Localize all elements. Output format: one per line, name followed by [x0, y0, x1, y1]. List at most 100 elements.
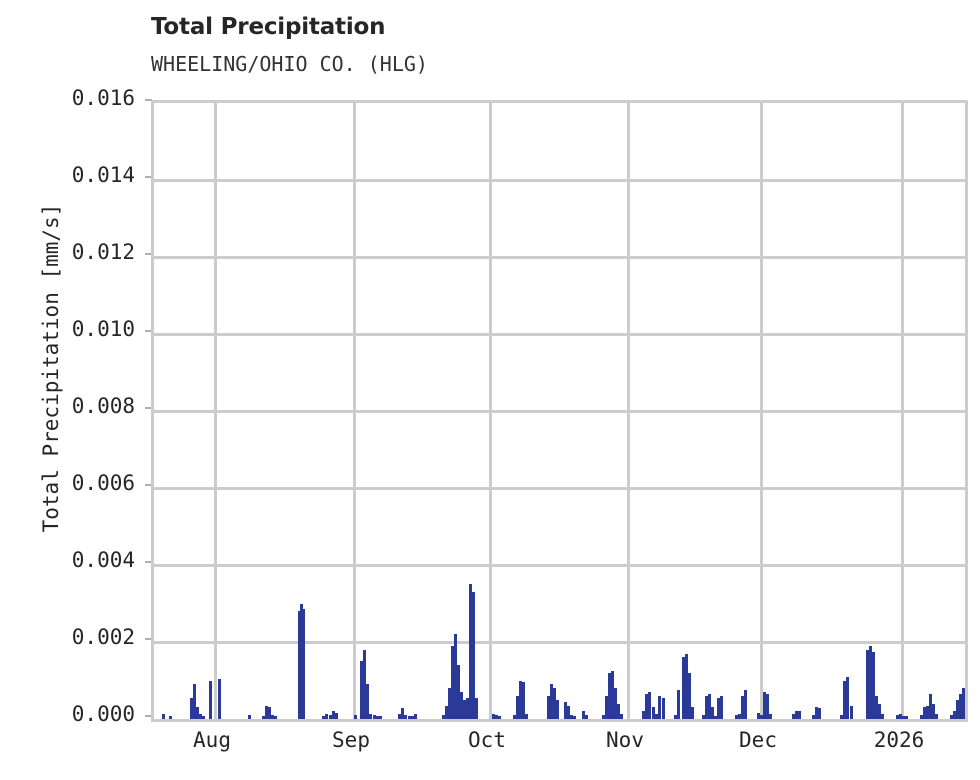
bar	[845, 676, 849, 719]
plot-inner	[154, 103, 965, 719]
bar	[494, 715, 498, 719]
bar	[546, 695, 550, 719]
bar	[441, 715, 445, 719]
bar	[687, 672, 691, 719]
bar	[817, 708, 821, 719]
bar	[647, 692, 651, 719]
vertical-gridline	[352, 103, 356, 719]
bar	[743, 690, 747, 719]
bar	[450, 645, 454, 719]
bar	[521, 682, 525, 719]
bar	[710, 707, 714, 719]
y-tick-label: 0.002	[71, 625, 135, 649]
bar	[737, 714, 741, 719]
plot-area	[151, 100, 968, 722]
bar	[378, 716, 382, 719]
bar	[684, 653, 688, 719]
bar	[566, 705, 570, 719]
bar	[794, 710, 798, 719]
bar	[270, 715, 274, 719]
bar	[704, 695, 708, 719]
bar	[324, 714, 328, 719]
bar	[555, 699, 559, 719]
bar	[362, 649, 366, 719]
bar	[657, 695, 661, 719]
bar	[644, 693, 648, 719]
y-tick-mark	[145, 407, 152, 409]
bar	[934, 714, 938, 719]
bar	[740, 695, 744, 719]
bar	[898, 714, 902, 719]
bar	[359, 661, 363, 719]
bar	[474, 697, 478, 719]
x-tick-label: Dec	[739, 728, 777, 752]
horizontal-gridline	[154, 563, 965, 567]
bar	[797, 711, 801, 719]
bar	[734, 715, 738, 719]
bar	[673, 715, 677, 719]
bar	[512, 715, 516, 719]
bar	[868, 645, 872, 719]
bar	[581, 710, 585, 719]
horizontal-gridline	[154, 486, 965, 490]
y-axis-label: Total Precipitation [mm/s]	[39, 203, 63, 533]
bar	[195, 707, 199, 719]
vertical-gridline	[626, 103, 630, 719]
bar	[264, 705, 268, 719]
y-tick-label: 0.000	[71, 702, 135, 726]
bar	[168, 715, 172, 719]
bar	[299, 603, 303, 719]
horizontal-gridline	[154, 332, 965, 336]
bar	[616, 703, 620, 719]
bar	[403, 715, 407, 719]
bar	[701, 715, 705, 719]
bar	[874, 695, 878, 719]
bar	[413, 714, 417, 719]
bar	[552, 688, 556, 719]
bar	[811, 715, 815, 719]
bar	[765, 693, 769, 719]
bar	[459, 692, 463, 719]
bar	[871, 651, 875, 719]
bar	[601, 715, 605, 719]
bar	[321, 715, 325, 719]
bar	[719, 695, 723, 719]
bar	[762, 692, 766, 719]
bar	[925, 705, 929, 719]
bar	[880, 714, 884, 719]
y-tick-label: 0.016	[71, 86, 135, 110]
bar	[407, 715, 411, 719]
bar	[922, 707, 926, 719]
bar	[297, 611, 301, 719]
bar	[569, 715, 573, 719]
bar	[604, 695, 608, 719]
bar	[267, 707, 271, 719]
bar	[400, 708, 404, 719]
bar	[549, 684, 553, 719]
bar	[192, 684, 196, 719]
bar	[690, 707, 694, 719]
bar	[353, 715, 357, 719]
bar	[334, 713, 338, 719]
bar	[465, 697, 469, 719]
y-tick-mark	[145, 99, 152, 101]
bar	[619, 714, 623, 719]
bar	[707, 693, 711, 719]
bar	[471, 591, 475, 719]
bar	[791, 714, 795, 719]
x-tick-label: Sep	[332, 728, 370, 752]
bar	[839, 715, 843, 719]
bar	[613, 688, 617, 719]
x-tick-label: Aug	[193, 728, 231, 752]
bar	[607, 672, 611, 719]
bar	[261, 715, 265, 719]
vertical-gridline	[900, 103, 904, 719]
y-tick-mark	[145, 638, 152, 640]
bar	[756, 713, 760, 719]
bar	[904, 715, 908, 719]
bar	[444, 705, 448, 719]
y-tick-mark	[145, 715, 152, 717]
bar	[651, 707, 655, 719]
bar	[961, 688, 965, 719]
